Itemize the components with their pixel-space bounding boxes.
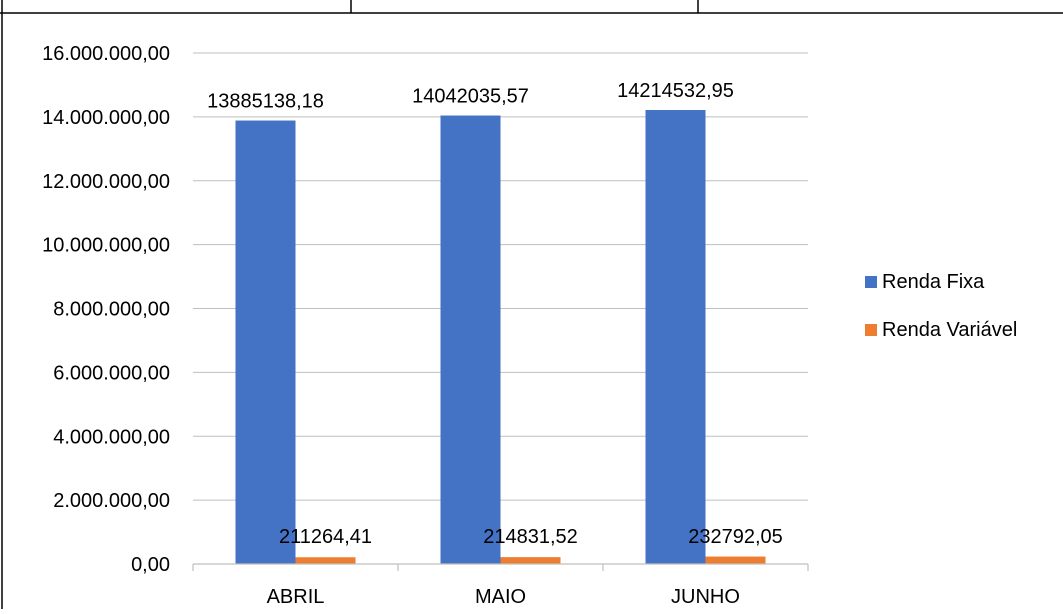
x-tick-label: MAIO [475,586,526,608]
y-tick-label: 0,00 [131,554,170,576]
data-label: 211264,41 [279,526,372,548]
y-tick-label: 12.000.000,00 [42,171,170,193]
y-tick-label: 10.000.000,00 [42,235,170,257]
x-tick-label: ABRIL [267,586,325,608]
bar [235,120,296,564]
legend-swatch [865,324,877,336]
table-border-top [0,0,1063,14]
data-label: 14214532,95 [617,80,734,102]
bar [705,556,766,564]
legend-swatch [865,276,877,288]
data-label: 214831,52 [483,526,578,548]
y-tick-label: 2.000.000,00 [53,490,170,512]
legend-label: Renda Fixa [882,271,985,293]
data-label: 14042035,57 [412,86,529,108]
data-label: 13885138,18 [207,91,324,113]
y-tick-label: 14.000.000,00 [42,107,170,129]
y-tick-label: 4.000.000,00 [53,426,170,448]
y-tick-label: 16.000.000,00 [42,43,170,65]
y-tick-label: 8.000.000,00 [53,299,170,321]
x-tick-label: JUNHO [671,586,740,608]
y-tick-label: 6.000.000,00 [53,362,170,384]
bar [645,110,706,565]
legend: Renda Fixa Renda Variável [865,271,1017,341]
data-label: 232792,05 [688,526,783,548]
bar [440,115,501,565]
bars [235,110,766,565]
y-axis-tick-labels: 0,00 2.000.000,00 4.000.000,00 6.000.000,00… [42,43,170,576]
bar [295,557,356,564]
data-labels: 13885138,18 211264,41 14042035,57 214831,52… [207,80,783,548]
bar [500,557,561,564]
x-axis: ABRIL MAIO JUNHO [192,563,809,608]
legend-label: Renda Variável [882,319,1017,341]
